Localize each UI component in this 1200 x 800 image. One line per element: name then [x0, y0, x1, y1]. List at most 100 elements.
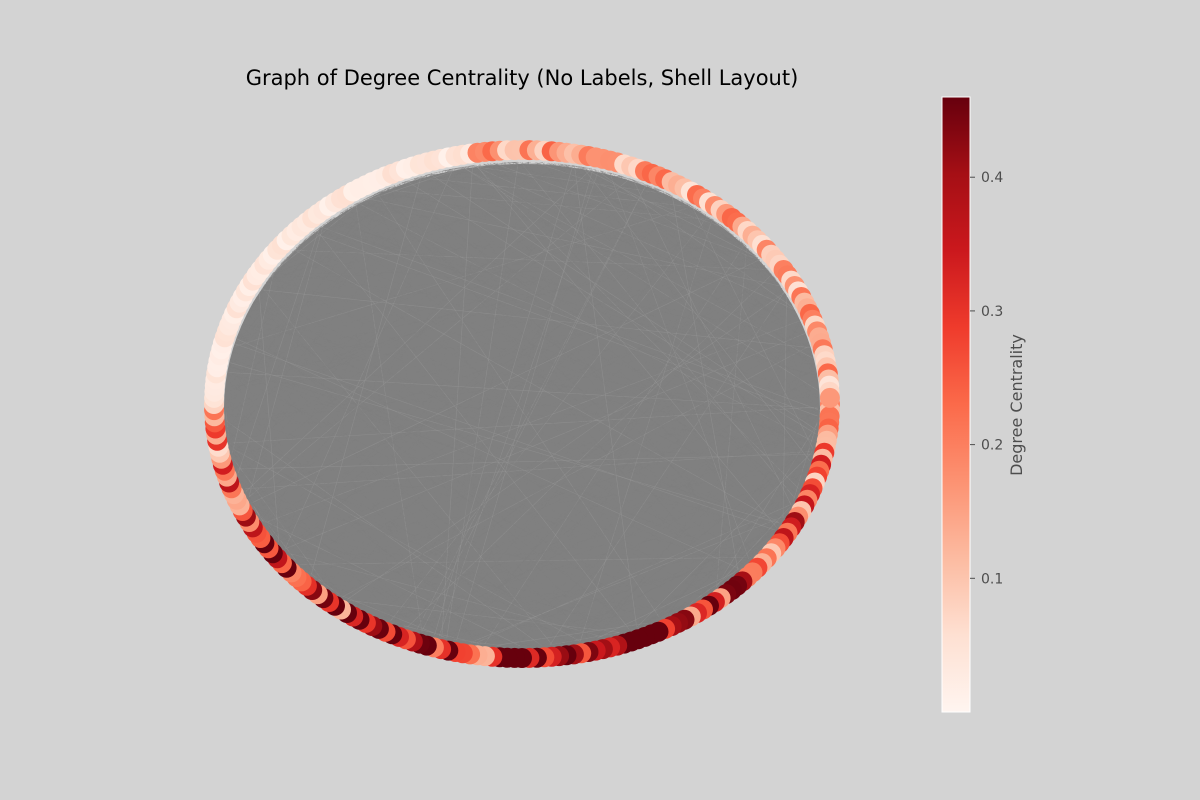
edge	[267, 170, 444, 528]
edge	[355, 415, 818, 605]
edge	[472, 165, 795, 310]
edge	[358, 476, 805, 606]
edge	[355, 603, 607, 637]
edge	[225, 395, 237, 467]
edge	[273, 272, 810, 348]
edge	[787, 441, 815, 512]
edge	[283, 246, 298, 548]
edge	[517, 166, 580, 647]
edge	[449, 161, 518, 170]
edge	[612, 173, 644, 184]
edge	[284, 168, 454, 550]
edge	[236, 453, 812, 470]
edge	[377, 192, 752, 558]
edge	[398, 183, 787, 514]
edge	[320, 226, 819, 410]
edge	[665, 192, 747, 247]
edge	[397, 184, 525, 647]
edge	[456, 168, 594, 641]
edge	[271, 532, 635, 629]
edge	[638, 600, 695, 627]
edge	[559, 163, 770, 272]
edge	[732, 342, 809, 574]
edge	[436, 172, 616, 634]
edge	[603, 171, 819, 401]
edge	[555, 350, 811, 645]
edge	[227, 188, 659, 377]
edge	[551, 642, 572, 646]
edge	[243, 208, 349, 488]
edge	[228, 238, 307, 436]
colorbar-tick-label: 0.1	[981, 571, 1003, 587]
edge	[244, 319, 818, 418]
edge	[275, 538, 614, 635]
edge	[542, 162, 807, 473]
edge	[320, 581, 607, 637]
edge	[314, 230, 808, 340]
edge	[236, 162, 507, 469]
edge	[752, 535, 771, 557]
edge	[313, 231, 810, 347]
edge	[299, 188, 658, 245]
edges-layer	[224, 161, 820, 652]
edge	[303, 240, 334, 591]
graph-node	[819, 387, 840, 408]
edge	[539, 195, 673, 646]
edge	[238, 175, 622, 475]
edge	[241, 480, 447, 639]
edge	[806, 427, 817, 471]
edge	[233, 259, 285, 461]
edge	[312, 379, 817, 576]
edge	[508, 161, 583, 168]
edge	[414, 173, 613, 179]
edge	[237, 213, 705, 339]
edge	[475, 504, 792, 644]
edge	[671, 195, 739, 570]
edge	[297, 245, 749, 561]
edge	[516, 294, 787, 647]
edge	[227, 285, 265, 432]
edge	[566, 496, 796, 644]
edge	[231, 450, 319, 581]
edge	[341, 208, 349, 596]
edge	[230, 362, 780, 524]
edge	[286, 256, 814, 446]
edge	[243, 303, 253, 321]
edge	[366, 173, 433, 199]
edge	[618, 175, 671, 196]
edge	[475, 164, 800, 490]
edge	[307, 162, 543, 238]
edge	[227, 431, 584, 641]
edge	[238, 333, 689, 605]
edge	[810, 352, 818, 388]
edge	[229, 406, 818, 444]
edge	[594, 169, 808, 468]
edge	[516, 342, 809, 647]
chart-title: Graph of Degree Centrality (No Labels, S…	[245, 66, 799, 90]
edge	[379, 191, 760, 260]
edge	[456, 163, 492, 641]
edge	[479, 164, 718, 586]
edge	[226, 389, 478, 644]
edge	[448, 162, 529, 639]
edge	[651, 322, 801, 622]
colorbar-tick-label: 0.2	[981, 438, 1003, 454]
edge	[251, 194, 672, 503]
edge	[385, 173, 432, 619]
edge	[514, 161, 815, 367]
edge	[383, 187, 389, 618]
edge	[264, 266, 279, 524]
edge	[288, 219, 332, 554]
colorbar-label: Degree Centrality	[1007, 334, 1026, 476]
edge	[678, 223, 719, 610]
edge	[248, 257, 758, 312]
edge	[595, 169, 794, 309]
edge	[228, 435, 811, 458]
edge	[558, 163, 574, 167]
edge	[227, 430, 509, 646]
edge	[380, 177, 418, 617]
edge	[425, 175, 721, 584]
edge	[376, 192, 779, 525]
edge	[406, 180, 816, 435]
